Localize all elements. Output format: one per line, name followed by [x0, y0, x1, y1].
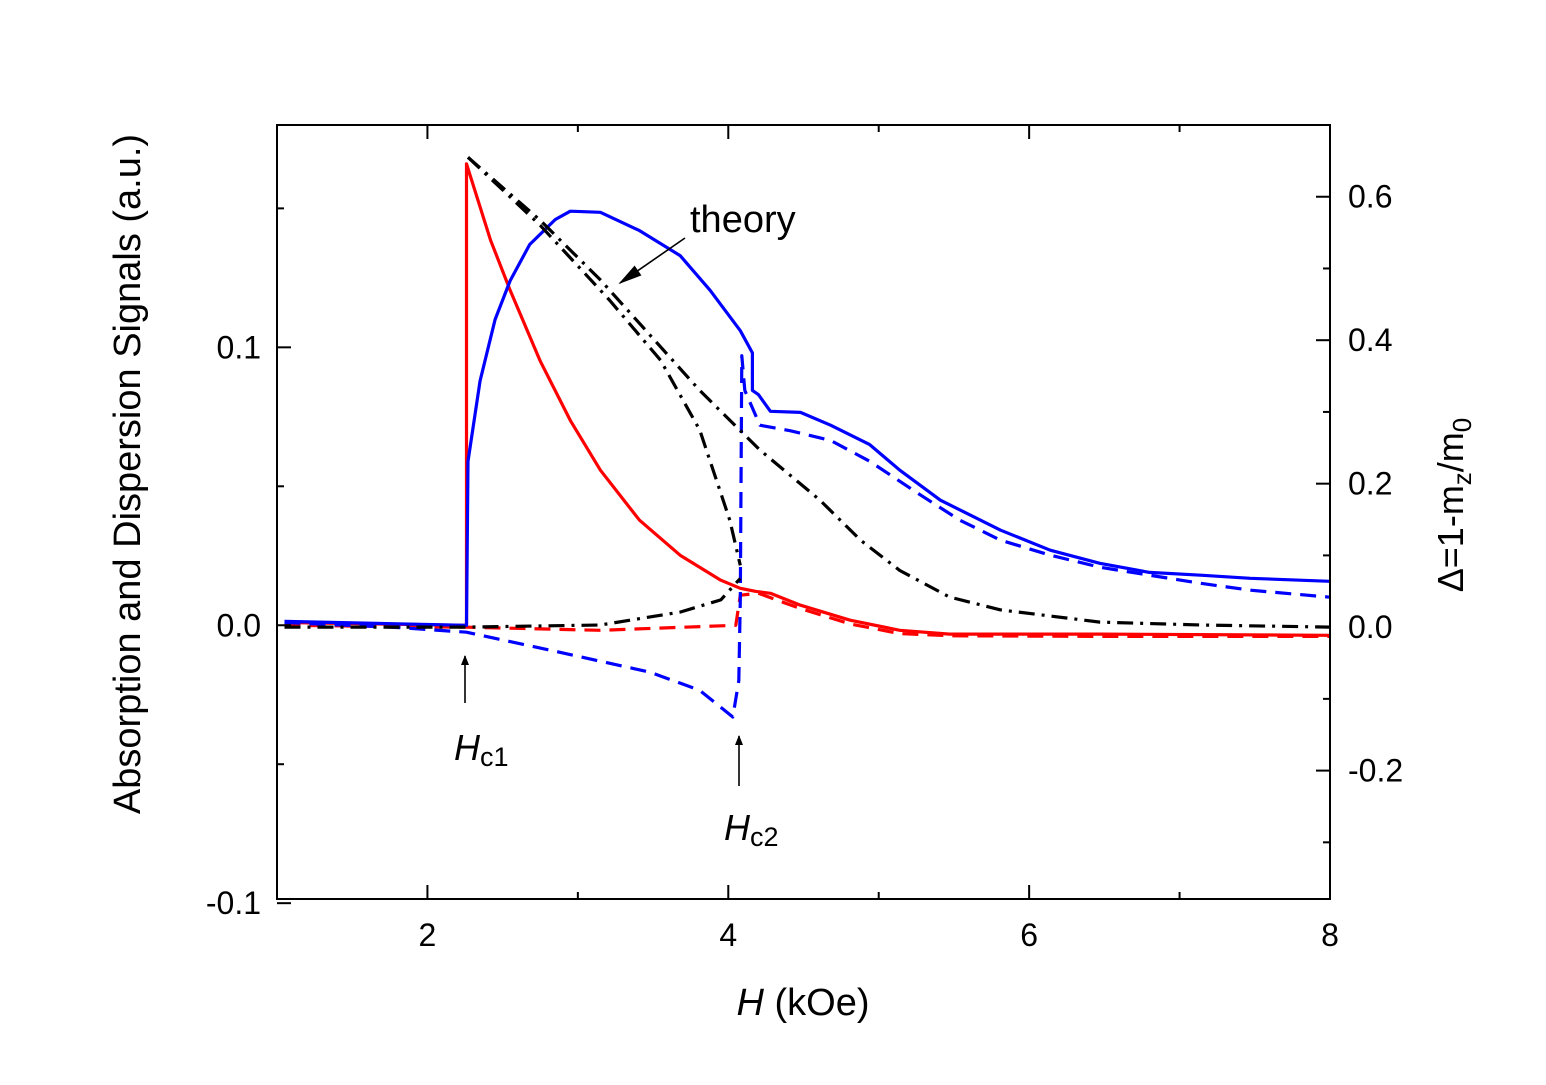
hc2-label: Hc2: [724, 807, 779, 852]
y-right-label-sub2: 0: [1447, 418, 1477, 432]
hc1-italic: H: [454, 727, 481, 768]
x-label-italic: H: [736, 982, 764, 1024]
y-axis-right-label: Δ=1-mz/m0: [1430, 418, 1477, 593]
series-theory-hc2-branch-upper: [466, 156, 742, 566]
y-left-tick-label: -0.1: [206, 885, 261, 921]
x-label-rest: (kOe): [764, 982, 870, 1024]
y-right-label-mid: /m: [1430, 432, 1471, 472]
x-tick-label: 4: [719, 917, 737, 953]
y-right-label-main: Δ=1-m: [1430, 485, 1471, 592]
x-tick-label: 2: [419, 917, 437, 953]
y-right-tick-label: 0.6: [1348, 179, 1392, 215]
theory-arrow: [618, 237, 686, 285]
y-right-tick-label: 0.4: [1348, 322, 1392, 358]
y-left-tick-label: 0.1: [217, 329, 261, 365]
series-theory-hc2-branch-lower: [284, 577, 742, 629]
tick-layer: 2 4 6 8 -0.1 0.0 0.1 -0.2 0.0 0.2 0.4 0.6: [206, 125, 1403, 953]
y-right-tick-label: 0.0: [1348, 609, 1392, 645]
y-axis-left-label: Absorption and Dispersion Signals (a.u.): [107, 134, 149, 814]
x-tick-label: 6: [1020, 917, 1038, 953]
hc2-sub: c2: [750, 822, 779, 852]
y-right-label-sub1: z: [1447, 472, 1477, 485]
hc1-sub: c1: [480, 742, 509, 772]
y-left-tick-label: 0.0: [217, 607, 261, 643]
hc1-label: Hc1: [454, 727, 509, 772]
series-absorption-dashed: [284, 591, 1330, 639]
hc2-italic: H: [724, 807, 751, 848]
theory-annotation: theory: [690, 199, 796, 241]
x-tick-label: 8: [1321, 917, 1339, 953]
series-absorption-measured: [284, 162, 1330, 637]
y-right-tick-label: -0.2: [1348, 753, 1403, 789]
y-right-tick-label: 0.2: [1348, 466, 1392, 502]
series-dispersion-dashed: [284, 354, 1330, 719]
series-layer: [284, 156, 1330, 719]
series-dispersion-measured: [284, 209, 1330, 627]
series-theory-continuous: [466, 156, 1330, 629]
x-axis-label: H (kOe): [736, 982, 869, 1024]
plot-frame: [276, 124, 1331, 900]
